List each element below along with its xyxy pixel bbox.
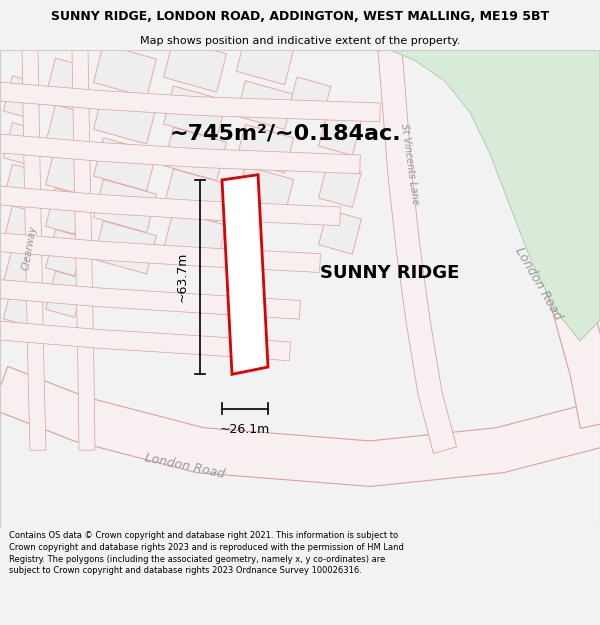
Bar: [236, 81, 293, 129]
Bar: [46, 58, 85, 104]
Bar: [94, 91, 157, 144]
Polygon shape: [0, 134, 361, 174]
Text: ~745m²/~0.184ac.: ~745m²/~0.184ac.: [169, 123, 401, 143]
Bar: [236, 166, 293, 214]
Bar: [46, 271, 85, 318]
Bar: [4, 206, 37, 248]
Bar: [236, 36, 293, 85]
Polygon shape: [390, 50, 600, 341]
Bar: [164, 127, 226, 181]
Bar: [4, 164, 37, 206]
Polygon shape: [222, 175, 268, 374]
Text: St Vincents Lane: St Vincents Lane: [400, 123, 421, 206]
Text: Map shows position and indicative extent of the property.: Map shows position and indicative extent…: [140, 36, 460, 46]
Bar: [46, 229, 85, 276]
Text: Contains OS data © Crown copyright and database right 2021. This information is : Contains OS data © Crown copyright and d…: [9, 531, 404, 576]
Text: ~63.7m: ~63.7m: [176, 252, 188, 302]
Bar: [94, 138, 157, 191]
Bar: [4, 248, 37, 289]
Bar: [94, 179, 157, 232]
Bar: [319, 111, 361, 156]
Bar: [236, 124, 293, 173]
Polygon shape: [0, 280, 301, 319]
Text: London Road: London Road: [512, 245, 564, 322]
Text: London Road: London Road: [144, 451, 226, 481]
Bar: [164, 211, 226, 264]
Text: SUNNY RIDGE: SUNNY RIDGE: [320, 264, 460, 282]
Bar: [94, 221, 157, 274]
Bar: [46, 188, 85, 234]
Polygon shape: [22, 50, 46, 451]
Bar: [46, 146, 85, 192]
Text: SUNNY RIDGE, LONDON ROAD, ADDINGTON, WEST MALLING, ME19 5BT: SUNNY RIDGE, LONDON ROAD, ADDINGTON, WES…: [51, 10, 549, 23]
Text: ~26.1m: ~26.1m: [220, 423, 270, 436]
Text: Clearway: Clearway: [21, 224, 39, 271]
Polygon shape: [0, 186, 340, 226]
Bar: [4, 284, 37, 326]
Polygon shape: [0, 82, 380, 122]
Bar: [164, 86, 226, 139]
Polygon shape: [378, 49, 457, 454]
Polygon shape: [461, 42, 600, 428]
Bar: [289, 77, 331, 116]
Bar: [164, 169, 226, 222]
Bar: [164, 39, 226, 92]
Bar: [4, 76, 37, 118]
Bar: [46, 105, 85, 151]
Bar: [319, 209, 361, 254]
Bar: [94, 44, 157, 98]
Bar: [4, 122, 37, 164]
Polygon shape: [0, 233, 320, 272]
Polygon shape: [72, 50, 95, 450]
Bar: [319, 163, 361, 208]
Polygon shape: [0, 366, 600, 486]
Polygon shape: [0, 321, 290, 361]
